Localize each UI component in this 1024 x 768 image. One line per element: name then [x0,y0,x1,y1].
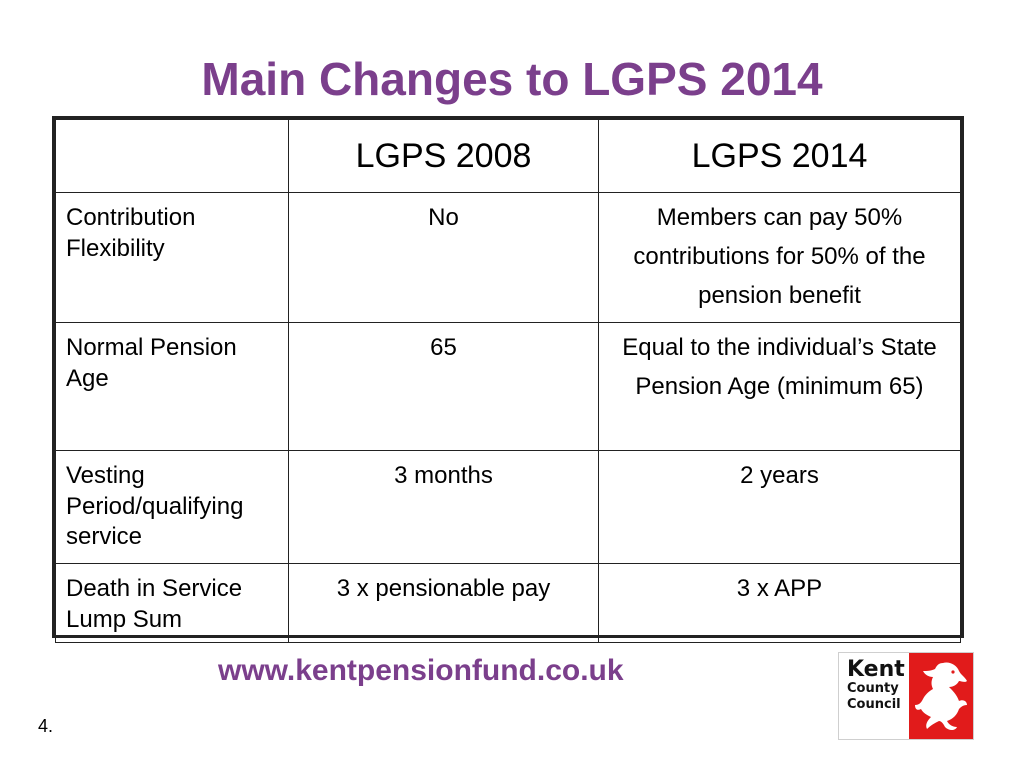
logo-wordmark: Kent County Council [839,653,909,739]
logo-line-council: Council [847,697,901,712]
website-link[interactable]: www.kentpensionfund.co.uk [218,654,624,687]
table-header-row: LGPS 2008 LGPS 2014 [55,119,961,193]
table-header-lgps-2008: LGPS 2008 [288,119,599,193]
table-cell: Members can pay 50% contributions for 50… [598,192,961,323]
table-row: Contribution Flexibility No Members can … [55,192,961,323]
comparison-table: LGPS 2008 LGPS 2014 Contribution Flexibi… [52,116,964,643]
logo-emblem [909,653,973,739]
table-row: Death in Service Lump Sum 3 x pensionabl… [55,563,961,643]
table-cell: 3 x pensionable pay [288,563,599,643]
table-header-empty [55,119,289,193]
page-number: 4. [38,716,54,736]
row-label: Death in Service Lump Sum [55,563,289,643]
row-label: Contribution Flexibility [55,192,289,323]
table-header-lgps-2014: LGPS 2014 [598,119,961,193]
slide-title: Main Changes to LGPS 2014 [201,53,823,105]
kent-county-council-logo: Kent County Council [838,652,974,740]
row-label: Vesting Period/qualifying service [55,450,289,564]
table-cell: 3 months [288,450,599,564]
table-cell: No [288,192,599,323]
row-label: Normal Pension Age [55,322,289,451]
table-cell: 65 [288,322,599,451]
white-horse-icon [915,662,967,730]
table-cell: 2 years [598,450,961,564]
table-cell: 3 x APP [598,563,961,643]
table-row: Vesting Period/qualifying service 3 mont… [55,450,961,564]
table-cell: Equal to the individual’s State Pension … [598,322,961,451]
table-row: Normal Pension Age 65 Equal to the indiv… [55,322,961,451]
logo-line-kent: Kent [847,657,905,682]
logo-line-county: County [847,681,899,696]
